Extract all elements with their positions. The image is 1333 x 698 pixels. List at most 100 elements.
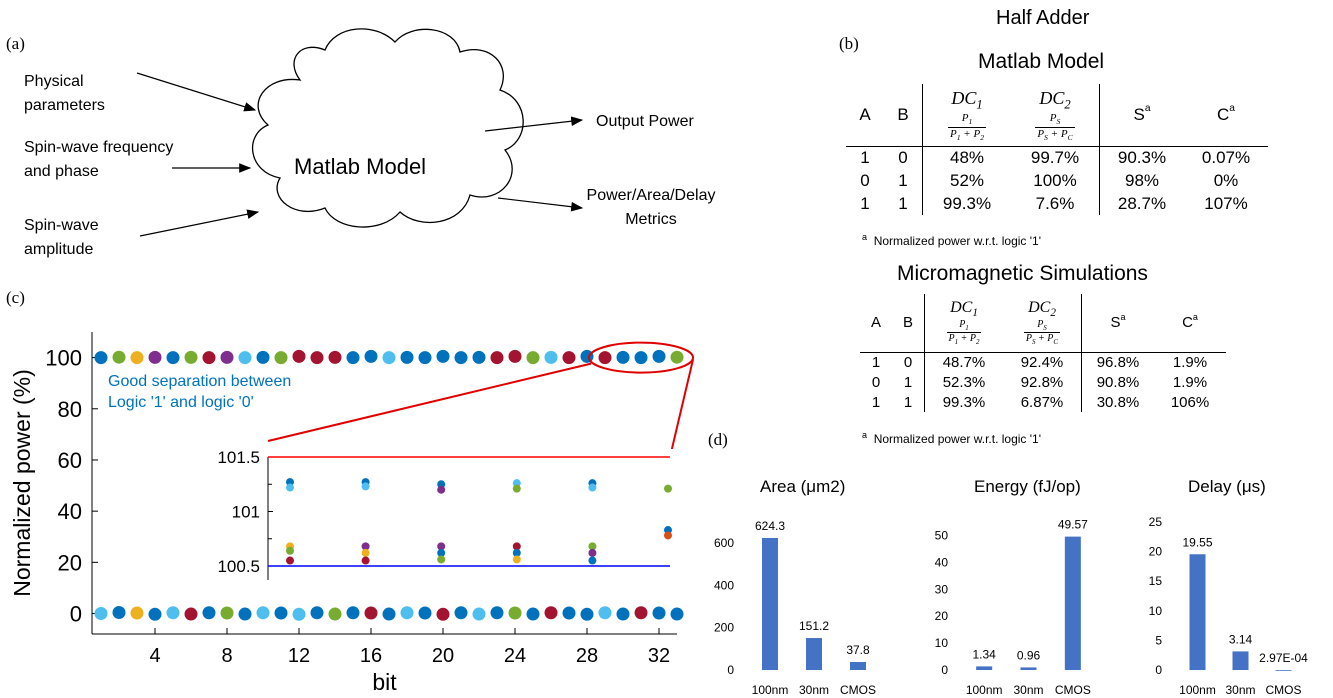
bar-y-tick-label: 20 <box>1149 545 1163 559</box>
y-tick-label: 0 <box>70 602 82 627</box>
data-point-low <box>400 606 414 620</box>
inset-data-point <box>361 542 370 551</box>
annotation-text: Good separation between <box>108 373 291 390</box>
half-adder-title: Half Adder <box>996 7 1090 29</box>
x-tick-label: 16 <box>360 645 382 667</box>
data-point-low <box>94 607 108 621</box>
data-point-low <box>598 606 612 620</box>
inset-data-point <box>588 483 597 492</box>
bar-value-label: 2.97E-04 <box>1259 651 1308 665</box>
inset-data-point <box>286 556 294 565</box>
data-point-high <box>670 350 684 364</box>
col-c: Ca <box>1217 102 1235 124</box>
bar-y-tick-label: 600 <box>714 536 734 550</box>
y-tick-label: 40 <box>58 499 82 524</box>
input-physical-parameters: Physical parameters <box>24 73 105 114</box>
panel-label-c: (c) <box>6 288 25 307</box>
data-point-high <box>256 350 270 364</box>
inset-data-point <box>361 482 370 491</box>
data-point-high <box>184 350 198 364</box>
x-tick-label: 20 <box>432 645 454 667</box>
zoom-line-right <box>669 359 694 458</box>
data-point-high <box>112 350 126 364</box>
micromag-table-title: Micromagnetic Simulations <box>897 262 1148 285</box>
bar-chart-title: Area (μm2) <box>760 477 845 496</box>
bar-category-label: CMOS <box>1055 683 1091 697</box>
micromag-footnote: a Normalized power w.r.t. logic '1' <box>862 430 1042 446</box>
data-point-high <box>382 351 396 365</box>
output-metrics-label: Power/Area/Delay Metrics <box>586 187 716 228</box>
bar-category-label: 30nm <box>1013 683 1043 697</box>
bar <box>850 662 866 670</box>
bar-chart-title: Energy (fJ/op) <box>974 477 1081 496</box>
data-point-low <box>670 607 684 621</box>
bar <box>976 666 993 670</box>
data-point-high <box>652 349 666 363</box>
data-point-low <box>166 606 180 620</box>
data-point-low <box>364 606 378 620</box>
col-a: A <box>870 314 881 332</box>
data-point-high <box>292 349 306 363</box>
data-point-low <box>616 607 630 621</box>
bar-category-label: CMOS <box>1266 683 1302 697</box>
data-point-low <box>256 606 270 620</box>
inset-data-point <box>512 555 521 564</box>
x-tick-label: 32 <box>648 645 670 667</box>
data-point-low <box>652 606 666 620</box>
inset-data-point <box>437 548 446 557</box>
bar-y-tick-label: 30 <box>935 582 949 596</box>
y-tick-label: 60 <box>58 448 82 473</box>
inset-background <box>268 449 674 580</box>
cloud-label: Matlab Model <box>294 154 427 179</box>
output-power-label: Output Power <box>596 113 694 130</box>
bar-value-label: 49.57 <box>1058 518 1088 532</box>
data-point-high <box>220 350 234 364</box>
data-point-low <box>346 606 360 620</box>
bar-category-label: 30nm <box>799 683 829 697</box>
data-point-high <box>400 350 414 364</box>
bar-y-tick-label: 40 <box>935 555 949 569</box>
inset-data-point <box>512 542 521 551</box>
panel-label-d: (d) <box>708 430 728 449</box>
col-c: Ca <box>1182 312 1198 332</box>
data-point-low <box>292 607 306 621</box>
inset-data-point <box>664 484 672 493</box>
x-tick-label: 12 <box>288 645 310 667</box>
data-point-high <box>364 349 378 363</box>
bar <box>762 538 778 670</box>
bar-value-label: 1.34 <box>972 647 996 661</box>
inset-data-point <box>512 548 521 557</box>
inset-data-point <box>437 542 446 551</box>
bar <box>1232 651 1249 670</box>
col-dc2: DC2 PS PS + PC <box>1003 294 1082 352</box>
bar <box>806 638 822 670</box>
data-point-high <box>508 349 522 363</box>
inset-data-point <box>437 555 446 564</box>
data-point-low <box>418 606 432 620</box>
panel-label-b: (b) <box>839 34 859 53</box>
data-point-low <box>328 607 342 621</box>
data-point-high <box>274 351 288 365</box>
inset-y-tick-label: 101 <box>232 503 260 522</box>
data-point-low <box>562 606 576 620</box>
inset-data-point <box>286 483 294 492</box>
data-point-low <box>130 606 144 620</box>
data-point-high <box>544 350 558 364</box>
metrics-bar-charts: Area (μm2)0200400600624.3100nm151.230nm3… <box>714 477 1308 697</box>
bar-value-label: 19.55 <box>1182 535 1212 549</box>
scatter-chart: 0 20 40 60 80 100 4 8 12 16 20 24 28 32 bit Normalized … <box>9 332 694 695</box>
col-dc1: DC1 P1 P1 + P2 <box>947 87 987 142</box>
arrow-amplitude <box>139 209 260 237</box>
inset-data-point <box>588 548 597 557</box>
data-point-low <box>112 606 126 620</box>
arrow-output-power <box>484 116 584 132</box>
data-point-high <box>598 351 612 365</box>
bar-y-tick-label: 5 <box>1155 633 1162 647</box>
